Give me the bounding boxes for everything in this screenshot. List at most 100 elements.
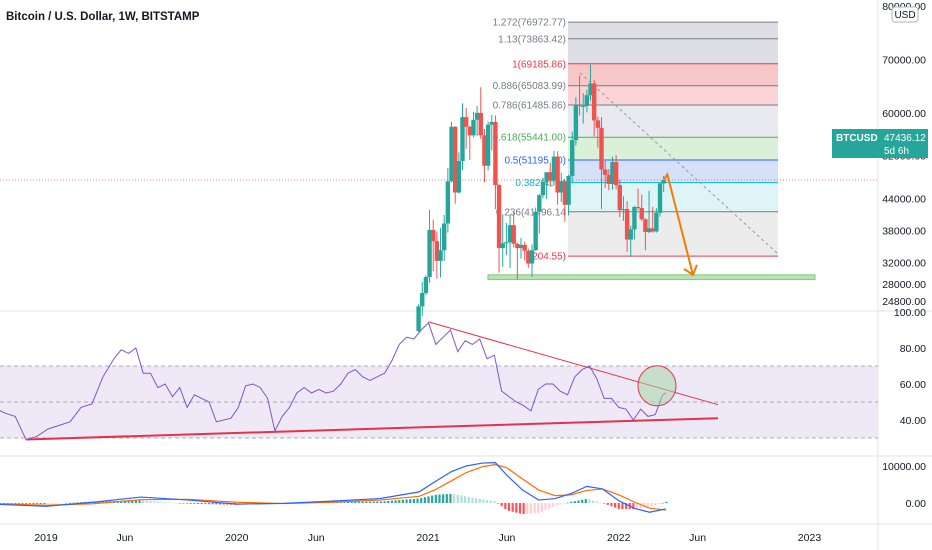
projection-path (662, 171, 694, 276)
macd-histogram-bar (127, 500, 130, 503)
candle-body (533, 211, 538, 251)
currency-badge-box[interactable] (891, 6, 919, 23)
macd-histogram-bar (518, 503, 522, 514)
macd-histogram-bar (365, 501, 368, 503)
macd-histogram-bar (635, 503, 639, 509)
price-tag-price: 47436.12 (884, 133, 926, 144)
macd-histogram-bar (657, 503, 661, 505)
time-tick-label: 2019 (34, 532, 58, 544)
macd-histogram-bar (398, 500, 401, 503)
macd-axis[interactable]: 0.00 10000.00 (882, 461, 926, 510)
candle-body (654, 212, 659, 232)
macd-histogram-bar (500, 503, 503, 507)
macd-histogram-bar (68, 502, 72, 504)
macd-histogram-bar (588, 499, 591, 503)
macd-histogram-bar (584, 499, 587, 503)
fib-zone (568, 137, 778, 160)
currency-badge[interactable]: USD (894, 10, 915, 21)
macd-histogram-bar (522, 503, 525, 515)
fib-trend-line (579, 72, 779, 255)
candle-body (573, 104, 579, 141)
macd-histogram-bar (57, 503, 61, 504)
rsi-tick-label: 100.00 (894, 307, 926, 319)
macd-histogram-bar (0, 503, 2, 504)
candle-body (441, 223, 447, 251)
candle-body (467, 126, 473, 136)
fib-level-label: 1.13(73863.42) (498, 34, 566, 45)
macd-histogram-bar (427, 496, 430, 503)
rsi-axis[interactable]: 40.00 60.00 80.00 100.00 (894, 307, 926, 427)
candle-body (591, 83, 597, 121)
macd-histogram-bar (529, 503, 533, 514)
candle-body (515, 243, 520, 249)
macd-histogram-bar (632, 503, 635, 510)
rsi-support-trendline (26, 417, 719, 441)
macd-histogram-bar (544, 503, 547, 511)
macd-histogram-bar (368, 501, 372, 503)
candle-body (646, 228, 652, 233)
macd-histogram-bar (175, 502, 178, 504)
price-axis-background[interactable] (878, 0, 932, 550)
candle-body (449, 126, 454, 182)
candle-body (474, 112, 480, 120)
candle-body (540, 181, 546, 196)
macd-histogram-bar (423, 497, 426, 503)
candle-body (657, 183, 663, 213)
candle-body (445, 181, 451, 224)
macd-histogram-bar (164, 502, 167, 503)
macd-histogram-bar (185, 503, 189, 504)
macd-histogram-bar (10, 503, 13, 504)
candle-body (555, 156, 560, 193)
macd-histogram-bar (28, 503, 31, 504)
macd-histogram-bar (431, 495, 434, 503)
candle-body (485, 124, 491, 166)
candle-body (423, 276, 429, 293)
macd-histogram-bar (43, 503, 46, 505)
candle-body (639, 208, 644, 220)
time-axis[interactable]: 2019 Jun 2020 Jun 2021 Jun 2022 Jun 2023 (34, 532, 821, 544)
candle-body (632, 206, 637, 230)
macd-histogram-bar (482, 499, 485, 503)
macd-tick-label: 0.00 (906, 498, 927, 510)
candle-body (624, 209, 630, 240)
macd-histogram-bar (420, 498, 423, 503)
candle-body (577, 104, 582, 106)
macd-histogram-bar (511, 503, 514, 512)
macd-histogram-bar (434, 494, 437, 503)
macd-histogram-bar (471, 497, 474, 503)
time-tick-label: 2023 (798, 532, 822, 544)
fib-level-label: 1.272(76972.77) (493, 18, 566, 29)
candle-body (460, 117, 465, 161)
time-tick-label: 2020 (225, 532, 249, 544)
support-zone-rect (487, 274, 816, 281)
fib-level-label: 0.618(55441.00) (493, 133, 566, 144)
macd-histogram-bar (592, 500, 595, 503)
candle-body (438, 250, 443, 261)
macd-histogram-bar (526, 503, 529, 514)
macd-histogram-bar (101, 501, 105, 503)
candle-body (643, 219, 648, 233)
fib-level-label: 204.55) (532, 252, 566, 263)
macd-histogram-bar (581, 499, 584, 503)
macd-histogram-bar (222, 503, 225, 505)
macd-histogram-bar (204, 503, 207, 505)
fib-level-label: 0.886(65083.99) (493, 81, 566, 92)
fib-zone (568, 22, 778, 39)
candle-body (518, 244, 524, 249)
macd-histogram-bar (211, 503, 214, 505)
projection-arrow[interactable] (662, 171, 698, 277)
macd-histogram-bar (361, 501, 364, 503)
macd-histogram-bar (215, 503, 218, 505)
macd-histogram-bar (39, 503, 42, 505)
macd-histogram-bar (639, 503, 642, 509)
macd-histogram-bar (504, 503, 507, 510)
macd-histogram-bar (79, 502, 83, 503)
projection-arrowhead (683, 264, 698, 277)
macd-histogram-bar (416, 498, 419, 503)
macd-histogram-bar (548, 503, 551, 509)
macd-histogram-bar (621, 503, 624, 510)
support-zone[interactable] (487, 274, 816, 281)
macd-histogram-bar (595, 501, 598, 503)
macd-histogram-bar (467, 496, 470, 503)
